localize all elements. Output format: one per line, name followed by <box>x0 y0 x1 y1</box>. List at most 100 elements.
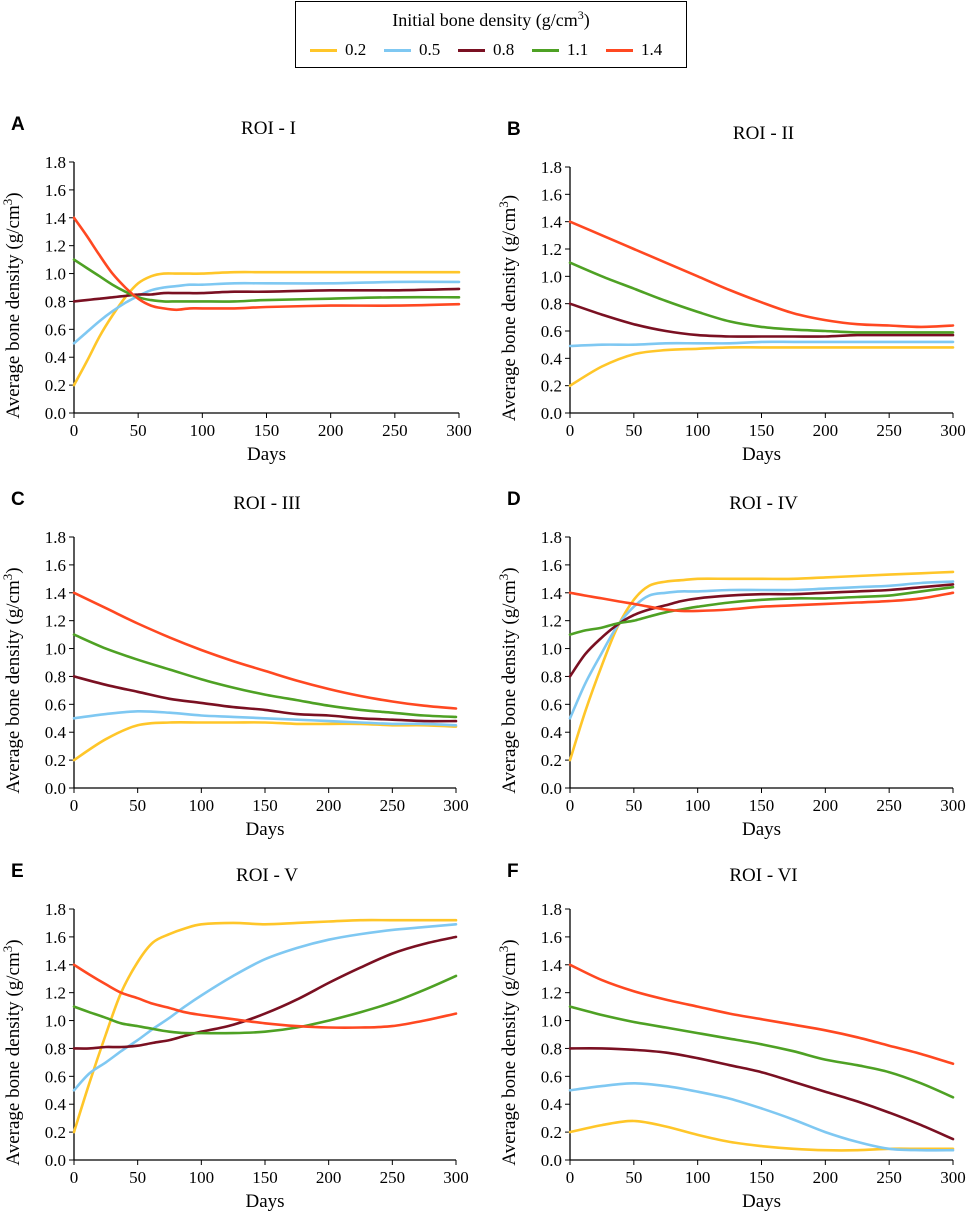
series-line-c-0-8 <box>72 675 458 723</box>
x-axis-label-d: Days <box>742 819 781 840</box>
x-tick-label-b: 200 <box>813 421 839 440</box>
x-tick-label-f: 150 <box>749 1168 775 1187</box>
panel-c: C ROI - III 0.0 0.2 0.4 0.6 0.8 1.0 1.2 1.4 1.6 1.8… <box>0 489 469 840</box>
chart-title-e: ROI - V <box>236 865 298 886</box>
y-tick-label-f: 1.6 <box>541 928 562 947</box>
y-tick-label-f: 0.0 <box>541 1151 562 1170</box>
legend-item-0-8: 0.8 <box>458 40 532 60</box>
legend: Initial bone density (g/cm3) 0.2 0.5 0.8… <box>295 1 687 68</box>
series-line-e-0-8 <box>72 935 458 1050</box>
legend-item-0-5: 0.5 <box>384 40 458 60</box>
legend-title-text: Initial bone density (g/cm <box>392 10 578 30</box>
y-tick-label-e: 0.2 <box>45 1123 66 1142</box>
y-tick-label-e: 1.6 <box>45 928 66 947</box>
y-tick-label-d: 0.4 <box>541 723 563 742</box>
panel-a: A ROI - I 0.0 0.2 0.4 0.6 0.8 1.0 1.2 1.4 1.6 1.8 0 5… <box>0 114 472 465</box>
panel-d: D ROI - IV 0.0 0.2 0.4 0.6 0.8 1.0 1.2 1.4 1.6 1.8 0… <box>496 489 966 840</box>
x-tick-label-a: 0 <box>70 421 79 440</box>
chart-title-b: ROI - II <box>733 123 794 144</box>
x-axis-label-b: Days <box>742 444 781 465</box>
series-line-e-0-5 <box>72 923 458 1092</box>
x-tick-label-e: 150 <box>252 1168 278 1187</box>
y-tick-label-b: 0.8 <box>541 295 562 314</box>
y-tick-label-a: 0.2 <box>45 376 66 395</box>
y-tick-label-d: 1.8 <box>541 528 562 547</box>
y-tick-label-e: 0.8 <box>45 1039 66 1058</box>
y-tick-label-c: 1.2 <box>45 612 66 631</box>
series-line-d-1-4 <box>568 591 955 613</box>
y-tick-label-f: 1.8 <box>541 900 562 919</box>
series-line-b-1-1 <box>568 261 955 334</box>
series-line-b-0-8 <box>568 302 955 338</box>
y-axis-label-f: Average bone density (g/cm3) <box>496 939 520 1165</box>
series-line-b-0-2 <box>568 346 955 387</box>
y-axis-label-suffix-d: ) <box>499 567 520 573</box>
y-tick-label-a: 0.4 <box>45 348 67 367</box>
y-axis-label-a: Average bone density (g/cm3) <box>0 192 24 418</box>
series-line-b-1-4 <box>568 220 955 329</box>
y-tick-label-b: 1.0 <box>541 267 562 286</box>
y-tick-label-d: 0.6 <box>541 695 562 714</box>
legend-swatch-0-5 <box>384 48 411 52</box>
legend-item-1-1: 1.1 <box>532 40 606 60</box>
series-line-a-1-1 <box>72 258 461 303</box>
y-tick-label-d: 1.4 <box>541 584 563 603</box>
y-tick-label-b: 0.6 <box>541 322 562 341</box>
series-line-f-1-1 <box>568 1005 955 1099</box>
y-axis-label-d: Average bone density (g/cm3) <box>496 567 520 793</box>
series-line-c-0-2 <box>72 720 458 762</box>
x-tick-label-e: 200 <box>316 1168 342 1187</box>
y-tick-label-c: 1.8 <box>45 528 66 547</box>
panel-label-f: F <box>507 861 519 882</box>
y-tick-label-f: 0.2 <box>541 1123 562 1142</box>
y-tick-label-b: 1.6 <box>541 185 562 204</box>
panel-b: B ROI - II 0.0 0.2 0.4 0.6 0.8 1.0 1.2 1.4 1.6 1.8 0… <box>496 119 966 465</box>
y-axis-label-e: Average bone density (g/cm3) <box>0 939 24 1165</box>
x-tick-label-f: 250 <box>876 1168 902 1187</box>
y-axis-label-text-c: Average bone density (g/cm <box>3 580 24 794</box>
y-axis-label-suffix-a: ) <box>3 192 24 198</box>
x-tick-label-a: 100 <box>190 421 216 440</box>
y-tick-label-d: 1.2 <box>541 612 562 631</box>
legend-label-0-5: 0.5 <box>419 40 441 59</box>
x-tick-label-b: 250 <box>876 421 902 440</box>
y-tick-label-e: 1.2 <box>45 984 66 1003</box>
y-tick-label-b: 0.2 <box>541 377 562 396</box>
chart-title-a: ROI - I <box>241 118 296 139</box>
x-tick-label-c: 100 <box>189 796 215 815</box>
series-line-d-0-2 <box>568 570 955 762</box>
y-tick-label-a: 0.8 <box>45 292 66 311</box>
legend-swatch-0-8 <box>458 48 485 52</box>
y-axis-label-text-e: Average bone density (g/cm <box>3 952 24 1166</box>
y-tick-label-d: 0.2 <box>541 751 562 770</box>
y-tick-label-f: 0.4 <box>541 1095 563 1114</box>
panel-f: F ROI - VI 0.0 0.2 0.4 0.6 0.8 1.0 1.2 1.4 1.6 1.8 0… <box>496 861 966 1212</box>
x-tick-label-b: 300 <box>940 421 966 440</box>
y-axis-label-suffix-c: ) <box>3 567 24 573</box>
y-tick-label-c: 0.6 <box>45 695 66 714</box>
series-line-c-1-4 <box>72 591 458 710</box>
series-line-a-1-4 <box>72 216 461 312</box>
series-line-b-0-5 <box>568 340 955 348</box>
series-line-f-1-4 <box>568 963 955 1066</box>
x-tick-label-e: 250 <box>380 1168 406 1187</box>
x-tick-label-c: 0 <box>70 796 79 815</box>
legend-swatch-1-4 <box>606 48 633 52</box>
y-tick-label-c: 0.8 <box>45 667 66 686</box>
legend-label-1-4: 1.4 <box>641 40 663 59</box>
x-tick-label-e: 300 <box>443 1168 469 1187</box>
x-axis-label-e: Days <box>245 1191 284 1212</box>
y-tick-label-b: 1.8 <box>541 158 562 177</box>
series-line-a-0-2 <box>72 270 461 387</box>
chart-title-f: ROI - VI <box>729 865 797 886</box>
x-tick-label-f: 100 <box>685 1168 711 1187</box>
y-tick-label-e: 0.0 <box>45 1151 66 1170</box>
legend-title: Initial bone density (g/cm3) <box>296 8 686 31</box>
legend-item-1-4: 1.4 <box>606 40 680 60</box>
chart-title-d: ROI - IV <box>729 493 798 514</box>
y-tick-label-d: 1.6 <box>541 556 562 575</box>
y-tick-label-e: 0.4 <box>45 1095 67 1114</box>
y-tick-label-f: 1.4 <box>541 956 563 975</box>
x-tick-label-e: 100 <box>189 1168 215 1187</box>
